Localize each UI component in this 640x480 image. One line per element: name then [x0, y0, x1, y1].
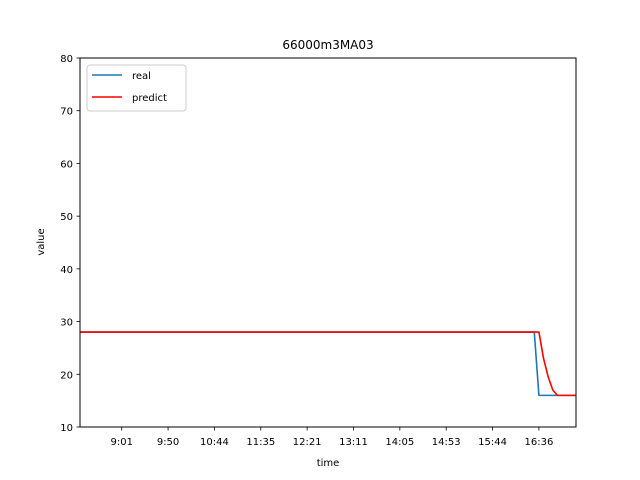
legend-label-real: real — [132, 71, 151, 82]
plot-frame — [79, 57, 577, 428]
x-tick-label: 10:44 — [200, 437, 229, 448]
y-tick-label: 20 — [60, 370, 73, 381]
y-tick-label: 50 — [60, 212, 73, 223]
ticks-layer: 10 20 30 40 50 60 70 80 9:01 9:50 10:44 11:35 12:21 1… — [60, 54, 553, 448]
x-tick-label: 9:50 — [157, 437, 179, 448]
x-tick-label: 9:01 — [110, 437, 132, 448]
x-axis-label: time — [317, 458, 340, 469]
legend: real predict — [86, 64, 187, 112]
legend-box — [86, 64, 187, 112]
y-tick-label: 80 — [60, 54, 73, 65]
x-tick-label: 13:11 — [339, 437, 368, 448]
x-tick-label: 12:21 — [293, 437, 322, 448]
y-tick-label: 10 — [60, 423, 73, 434]
x-tick-label: 14:53 — [432, 437, 461, 448]
y-tick-label: 70 — [60, 107, 73, 118]
y-tick-label: 60 — [60, 159, 73, 170]
y-axis-label: value — [36, 228, 47, 255]
y-tick-label: 40 — [60, 265, 73, 276]
series-lines — [80, 331, 576, 397]
series-line-predict — [80, 331, 576, 397]
legend-label-predict: predict — [132, 93, 167, 104]
y-tick-label: 30 — [60, 318, 73, 329]
x-tick-label: 15:44 — [478, 437, 507, 448]
chart-title: 66000m3MA03 — [282, 38, 373, 52]
x-tick-label: 14:05 — [385, 437, 414, 448]
x-tick-label: 11:35 — [246, 437, 275, 448]
x-tick-label: 16:36 — [525, 437, 554, 448]
